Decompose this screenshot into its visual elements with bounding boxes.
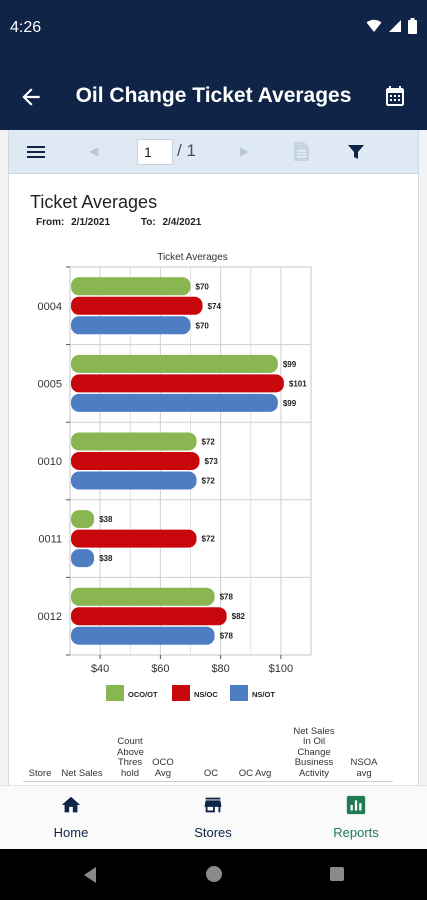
col-net-sales-oil-change: Net Sales In Oil Change Business Activit… [293, 725, 335, 779]
date-range: From: 2/1/2021 To: 2/4/2021 [36, 217, 205, 228]
y-tick-label: 0012 [38, 611, 62, 623]
bar-value-label: $73 [205, 457, 219, 466]
y-tick-label: 0004 [38, 301, 62, 313]
bar-value-label: $82 [232, 612, 246, 621]
report-table-header: Store Net Sales Count Above Thres hold O… [23, 720, 393, 782]
x-tick-label: $40 [91, 663, 109, 675]
legend-swatch [230, 685, 248, 701]
system-home-icon[interactable] [205, 865, 223, 883]
status-icons [366, 18, 417, 34]
page-title: Oil Change Ticket Averages [75, 84, 352, 107]
bar-value-label: $70 [196, 321, 210, 330]
bar-ns-ot [71, 316, 191, 335]
legend-label: NS/OT [252, 690, 275, 699]
bar-value-label: $99 [283, 360, 297, 369]
bar-value-label: $72 [202, 477, 216, 486]
col-store: Store [28, 767, 52, 779]
calendar-icon[interactable] [383, 84, 407, 108]
bar-ns-oc [71, 452, 200, 470]
to-value: 2/4/2021 [162, 217, 202, 228]
bar-value-label: $78 [220, 593, 234, 602]
page-total: / 1 [177, 141, 196, 160]
bar-ns-ot [71, 626, 215, 645]
x-tick-label: $100 [269, 663, 293, 675]
bar-value-label: $99 [283, 399, 297, 408]
col-oc-avg: OC Avg [238, 767, 272, 779]
bar-value-label: $72 [202, 438, 216, 447]
chart-title: Ticket Averages [157, 252, 228, 263]
bar-oco-ot [71, 587, 215, 606]
ticket-averages-chart: Ticket Averages 0004 $70 $74 $70 0005 $99 $101 $… [38, 252, 312, 701]
from-label: From: [36, 217, 65, 228]
from-value: 2/1/2021 [71, 217, 111, 228]
bar-value-label: $38 [99, 515, 113, 524]
prev-page-icon[interactable]: ◀ [89, 144, 99, 158]
nav-home[interactable]: Home [21, 794, 121, 840]
col-count-above-threshold: Count Above Thres hold [117, 736, 144, 779]
y-tick-label: 0011 [38, 534, 62, 546]
bottom-navigation: Home Stores Reports [0, 785, 427, 849]
col-net-sales: Net Sales [61, 767, 103, 779]
bar-value-label: $101 [289, 379, 307, 388]
bar-chart-icon [346, 795, 366, 815]
bar-oco-ot [71, 277, 191, 296]
x-tick-label: $60 [151, 663, 169, 675]
x-tick-label: $80 [211, 663, 229, 675]
bar-oco-ot [71, 354, 278, 373]
col-nsoa-avg: NSOA avg [350, 757, 378, 779]
bar-ns-oc [71, 296, 203, 315]
page-number-input[interactable]: 1 [137, 139, 173, 165]
bar-ns-oc [71, 607, 227, 626]
legend-swatch [106, 685, 124, 701]
bar-ns-ot [71, 471, 197, 490]
menu-icon[interactable] [27, 144, 45, 160]
nav-reports-label: Reports [333, 825, 379, 840]
bar-oco-ot [71, 510, 95, 529]
status-time: 4:26 [10, 19, 42, 36]
nav-home-label: Home [53, 825, 89, 840]
bar-value-label: $78 [220, 632, 234, 641]
plot-frame [69, 266, 312, 656]
next-page-icon[interactable]: ▶ [240, 144, 250, 158]
y-tick-label: 0010 [38, 456, 62, 468]
app-bar: Oil Change Ticket Averages [0, 62, 427, 130]
to-label: To: [140, 217, 156, 228]
report-viewer[interactable]: ◀ 1 / 1 ▶ Ticket Averages From: 2/1/2021… [8, 130, 419, 785]
filter-icon[interactable] [348, 144, 364, 160]
signal-icon [389, 20, 401, 32]
bar-value-label: $72 [202, 535, 216, 544]
bar-ns-ot [71, 549, 95, 568]
col-oco-avg: OCO Avg [152, 757, 174, 779]
bar-value-label: $70 [196, 282, 210, 291]
status-bar: 4:26 [0, 0, 427, 62]
nav-reports[interactable]: Reports [306, 794, 406, 840]
bar-ns-oc [71, 374, 284, 393]
bar-ns-ot [71, 393, 278, 412]
battery-icon [408, 18, 417, 34]
wifi-icon [366, 19, 382, 32]
store-icon [204, 797, 222, 813]
nav-stores-label: Stores [194, 825, 232, 840]
back-arrow-icon[interactable] [18, 84, 44, 110]
report-title: Ticket Averages [30, 192, 158, 212]
legend-swatch [172, 685, 190, 701]
system-back-icon[interactable] [82, 866, 98, 884]
system-navigation-bar [0, 849, 427, 900]
bar-value-label: $74 [208, 302, 222, 311]
legend-label: OCO/OT [128, 690, 158, 699]
col-oc: OC [203, 767, 219, 779]
bar-oco-ot [71, 432, 197, 451]
y-tick-label: 0005 [38, 378, 62, 390]
report-toolbar: ◀ 1 / 1 ▶ [9, 130, 418, 174]
legend-label: NS/OC [194, 690, 218, 699]
home-icon [61, 796, 81, 813]
export-document-icon[interactable] [293, 142, 309, 161]
bar-ns-oc [71, 529, 197, 548]
nav-stores[interactable]: Stores [163, 794, 263, 840]
system-recents-icon[interactable] [329, 866, 345, 882]
bar-value-label: $38 [99, 554, 113, 563]
